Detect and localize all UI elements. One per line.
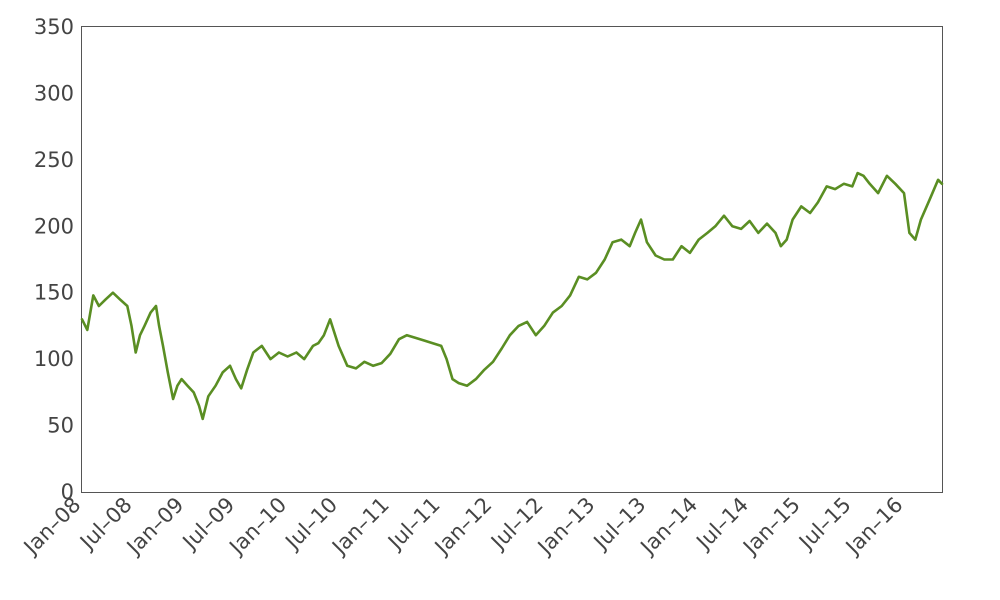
y-tick-label: 100 <box>34 347 74 371</box>
x-tick-label: Jan–12 <box>429 493 497 561</box>
y-tick-label: 50 <box>47 414 74 438</box>
series-line-0 <box>80 171 944 421</box>
x-tick-label: Jan–13 <box>532 493 600 561</box>
x-tick-label: Jan–10 <box>224 493 292 561</box>
x-tick-label: Jan–11 <box>326 493 394 561</box>
y-tick-label: 300 <box>34 81 74 105</box>
x-tick-label: Jan–08 <box>18 493 86 561</box>
y-tick-label: 0 <box>61 480 74 504</box>
x-tick-label: Jan–14 <box>635 493 703 561</box>
x-tick-label: Jan–16 <box>840 493 908 561</box>
series-layer <box>80 171 944 421</box>
x-axis-ticks: Jan–08Jul–08Jan–09Jul–09Jan–10Jul–10Jan–… <box>18 493 908 561</box>
plot-area-frame <box>81 26 943 493</box>
x-tick-label: Jan–15 <box>737 493 805 561</box>
y-tick-label: 350 <box>34 15 74 39</box>
x-tick-label: Jan–09 <box>121 493 189 561</box>
y-tick-label: 200 <box>34 214 74 238</box>
y-tick-label: 250 <box>34 148 74 172</box>
y-axis-ticks: 0 50 100 150 200 250 300 350 <box>34 15 74 504</box>
y-tick-label: 150 <box>34 281 74 305</box>
